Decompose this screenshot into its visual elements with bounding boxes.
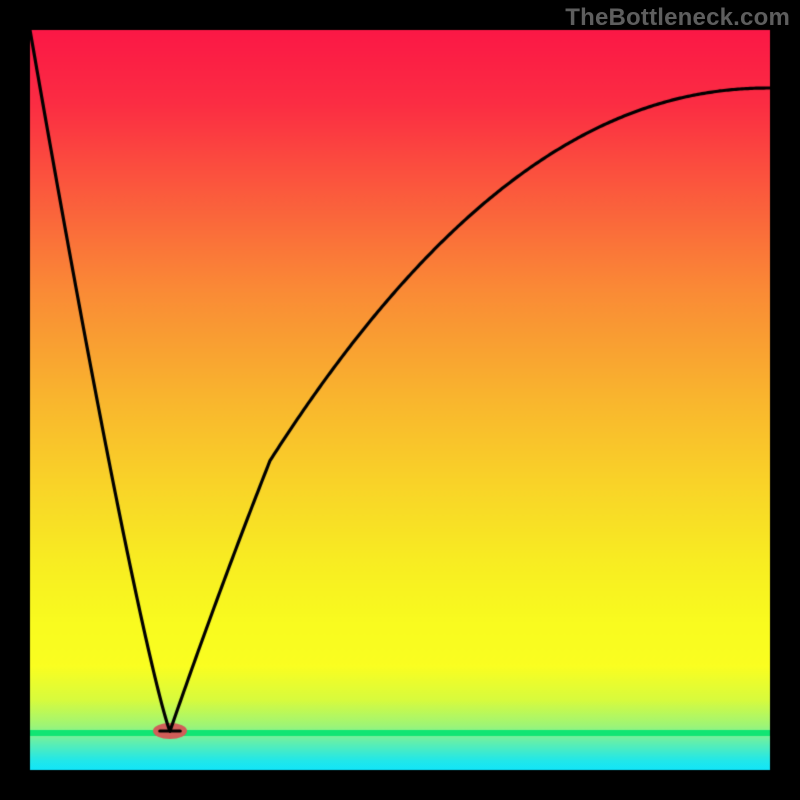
bottleneck-gradient-chart <box>0 0 800 800</box>
chart-container: TheBottleneck.com <box>0 0 800 800</box>
attribution-label: TheBottleneck.com <box>565 4 790 32</box>
